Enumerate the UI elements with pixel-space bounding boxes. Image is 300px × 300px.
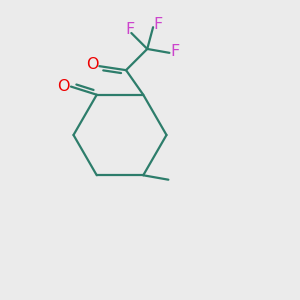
Text: O: O	[86, 57, 99, 72]
Text: O: O	[57, 79, 70, 94]
Text: F: F	[125, 22, 134, 37]
Text: F: F	[153, 17, 162, 32]
Text: F: F	[171, 44, 180, 59]
